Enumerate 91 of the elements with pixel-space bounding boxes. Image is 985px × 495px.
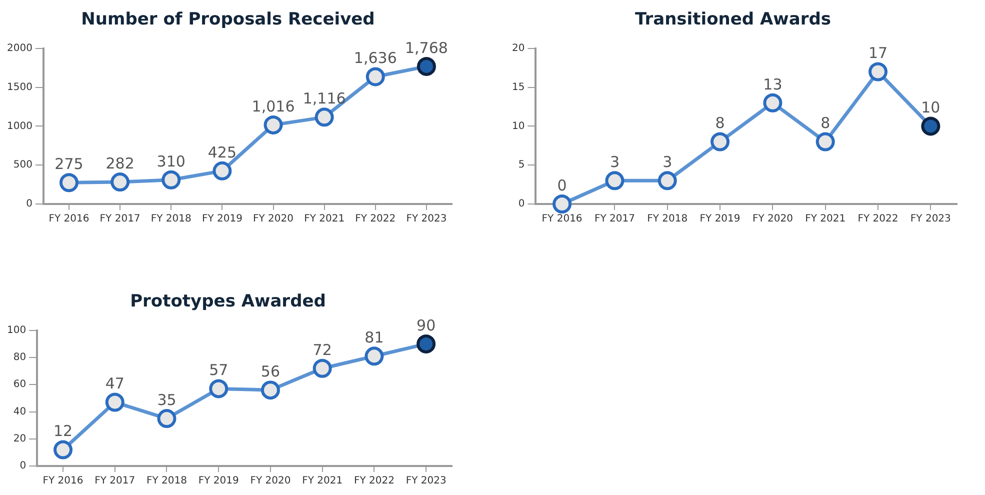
point — [658, 171, 677, 190]
y-tick-label: 5 — [518, 160, 525, 171]
y-tick-label: 2000 — [6, 42, 32, 54]
data-label: 310 — [156, 152, 186, 170]
point — [868, 62, 888, 82]
point — [605, 171, 624, 190]
point — [157, 409, 176, 428]
x-tick-label: FY 2017 — [94, 476, 136, 487]
x-tick-label: FY 2017 — [594, 214, 635, 225]
data-label: 1,636 — [354, 49, 397, 68]
y-tick-label: 20 — [13, 433, 26, 444]
x-tick-label: FY 2023 — [910, 214, 951, 225]
point — [364, 346, 384, 366]
point — [416, 56, 436, 76]
data-label: 3 — [610, 153, 620, 172]
point — [552, 194, 572, 214]
point — [105, 392, 124, 412]
x-tick-label: FY 2020 — [253, 214, 294, 225]
data-label: 35 — [157, 390, 176, 409]
point — [314, 108, 334, 127]
point — [162, 170, 181, 190]
point — [264, 115, 283, 134]
data-label: 12 — [53, 422, 73, 440]
x-tick-label: FY 2020 — [250, 476, 291, 487]
y-tick-label: 80 — [13, 352, 26, 364]
x-tick-label: FY 2019 — [202, 214, 242, 225]
x-tick-label: FY 2023 — [406, 214, 447, 225]
point — [54, 440, 73, 460]
x-tick-label: FY 2023 — [406, 476, 446, 487]
chart-title: Prototypes Awarded — [130, 292, 326, 312]
x-tick-label: FY 2022 — [354, 476, 394, 487]
x-tick-label: FY 2016 — [542, 214, 582, 225]
x-tick-label: FY 2021 — [304, 214, 345, 225]
y-tick-label: 1500 — [6, 82, 32, 93]
point — [312, 358, 332, 378]
data-label: 1,768 — [404, 38, 448, 57]
point — [212, 161, 232, 180]
data-label: 72 — [312, 340, 332, 359]
x-tick-label: FY 2021 — [805, 214, 846, 225]
point — [816, 132, 835, 152]
point — [110, 172, 130, 192]
x-tick-label: FY 2018 — [647, 214, 688, 225]
y-tick-label: 100 — [6, 324, 26, 336]
y-tick-label: 60 — [13, 379, 26, 390]
y-tick-label: 15 — [512, 82, 525, 93]
data-label: 425 — [208, 143, 237, 162]
y-tick-label: 20 — [512, 42, 525, 54]
point — [921, 116, 940, 136]
y-tick-label: 500 — [13, 160, 32, 171]
y-tick-label: 0 — [518, 198, 525, 210]
point — [59, 173, 78, 192]
x-tick-label: FY 2019 — [198, 476, 239, 487]
y-tick-label: 0 — [26, 198, 32, 210]
x-tick-label: FY 2022 — [355, 214, 396, 225]
point — [209, 379, 228, 398]
x-tick-label: FY 2017 — [100, 214, 140, 225]
data-label: 1,116 — [302, 90, 346, 108]
data-label: 3 — [662, 153, 672, 172]
data-label: 81 — [364, 328, 384, 347]
point — [710, 132, 730, 152]
x-tick-label: FY 2019 — [700, 214, 740, 225]
data-label: 57 — [209, 361, 228, 380]
data-label: 13 — [763, 75, 782, 94]
data-label: 0 — [557, 176, 567, 194]
x-tick-label: FY 2016 — [42, 476, 84, 487]
point — [366, 67, 385, 86]
y-tick-label: 10 — [512, 120, 525, 132]
y-tick-label: 1000 — [6, 120, 32, 132]
x-tick-label: FY 2021 — [302, 476, 343, 487]
data-label: 47 — [105, 374, 124, 393]
point — [763, 93, 782, 112]
x-tick-label: FY 2018 — [150, 214, 192, 225]
data-label: 10 — [921, 98, 940, 117]
x-tick-label: FY 2018 — [146, 476, 187, 487]
data-label: 8 — [820, 114, 830, 132]
data-label: 17 — [868, 44, 888, 62]
point — [416, 334, 436, 354]
x-tick-label: FY 2022 — [858, 214, 898, 225]
point — [260, 380, 280, 400]
data-label: 8 — [715, 114, 725, 132]
data-label: 1,016 — [252, 97, 295, 116]
x-tick-label: FY 2016 — [48, 214, 90, 225]
x-tick-label: FY 2020 — [752, 214, 793, 225]
data-label: 275 — [54, 154, 84, 173]
chart-title: Transitioned Awards — [635, 10, 831, 30]
data-label: 90 — [416, 316, 436, 334]
chart-title: Number of Proposals Received — [81, 10, 375, 30]
data-label: 282 — [106, 154, 134, 172]
y-tick-label: 0 — [20, 460, 26, 472]
data-label: 56 — [260, 362, 280, 380]
y-tick-label: 40 — [13, 406, 26, 418]
